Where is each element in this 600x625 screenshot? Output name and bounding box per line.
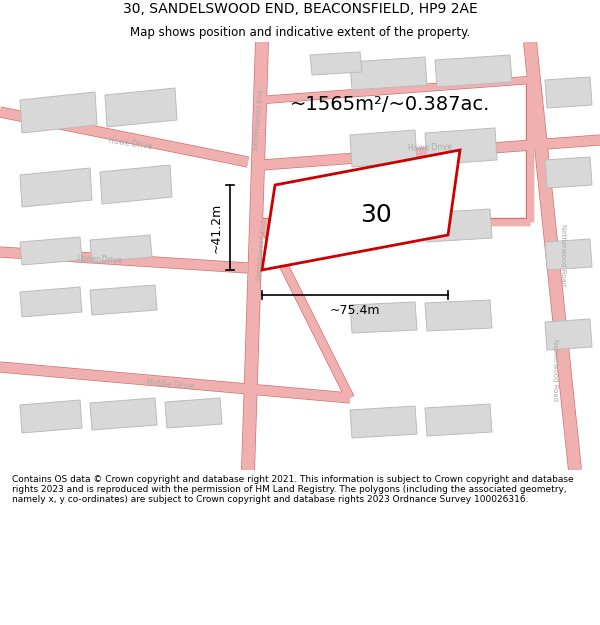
Text: Middle Drive: Middle Drive <box>146 378 194 392</box>
Polygon shape <box>350 57 427 90</box>
Polygon shape <box>350 406 417 438</box>
Polygon shape <box>350 302 417 333</box>
Polygon shape <box>545 239 592 270</box>
Polygon shape <box>262 150 460 270</box>
Polygon shape <box>90 235 152 262</box>
Polygon shape <box>90 398 157 430</box>
Text: Netherwood Road: Netherwood Road <box>552 339 558 401</box>
Polygon shape <box>425 300 492 331</box>
Polygon shape <box>20 400 82 433</box>
Polygon shape <box>105 88 177 127</box>
Polygon shape <box>20 168 92 207</box>
Polygon shape <box>425 128 497 165</box>
Polygon shape <box>90 285 157 315</box>
Text: Howe Drive: Howe Drive <box>107 136 152 151</box>
Text: ~75.4m: ~75.4m <box>330 304 380 318</box>
Polygon shape <box>20 237 82 265</box>
Text: Contains OS data © Crown copyright and database right 2021. This information is : Contains OS data © Crown copyright and d… <box>12 474 574 504</box>
Polygon shape <box>545 157 592 188</box>
Text: ~41.2m: ~41.2m <box>209 202 223 252</box>
Text: ~1565m²/~0.387ac.: ~1565m²/~0.387ac. <box>290 96 490 114</box>
Polygon shape <box>20 92 97 133</box>
Polygon shape <box>20 287 82 317</box>
Text: 30, SANDELSWOOD END, BEACONSFIELD, HP9 2AE: 30, SANDELSWOOD END, BEACONSFIELD, HP9 2… <box>122 2 478 16</box>
Text: Netherwood Road: Netherwood Road <box>560 224 566 286</box>
Text: Howe Drive: Howe Drive <box>408 142 452 153</box>
Text: Upper-Drive: Upper-Drive <box>77 254 123 266</box>
Text: Sandelswood End: Sandelswood End <box>253 89 265 151</box>
Polygon shape <box>310 52 362 75</box>
Polygon shape <box>350 211 417 244</box>
Polygon shape <box>545 77 592 108</box>
Text: Sandelswood End: Sandelswood End <box>256 219 268 281</box>
Polygon shape <box>165 398 222 428</box>
Polygon shape <box>425 404 492 436</box>
Text: 30: 30 <box>361 203 392 227</box>
Text: Map shows position and indicative extent of the property.: Map shows position and indicative extent… <box>130 26 470 39</box>
Polygon shape <box>545 319 592 350</box>
Polygon shape <box>425 209 492 242</box>
Polygon shape <box>435 55 512 87</box>
Polygon shape <box>100 165 172 204</box>
Polygon shape <box>350 130 417 167</box>
